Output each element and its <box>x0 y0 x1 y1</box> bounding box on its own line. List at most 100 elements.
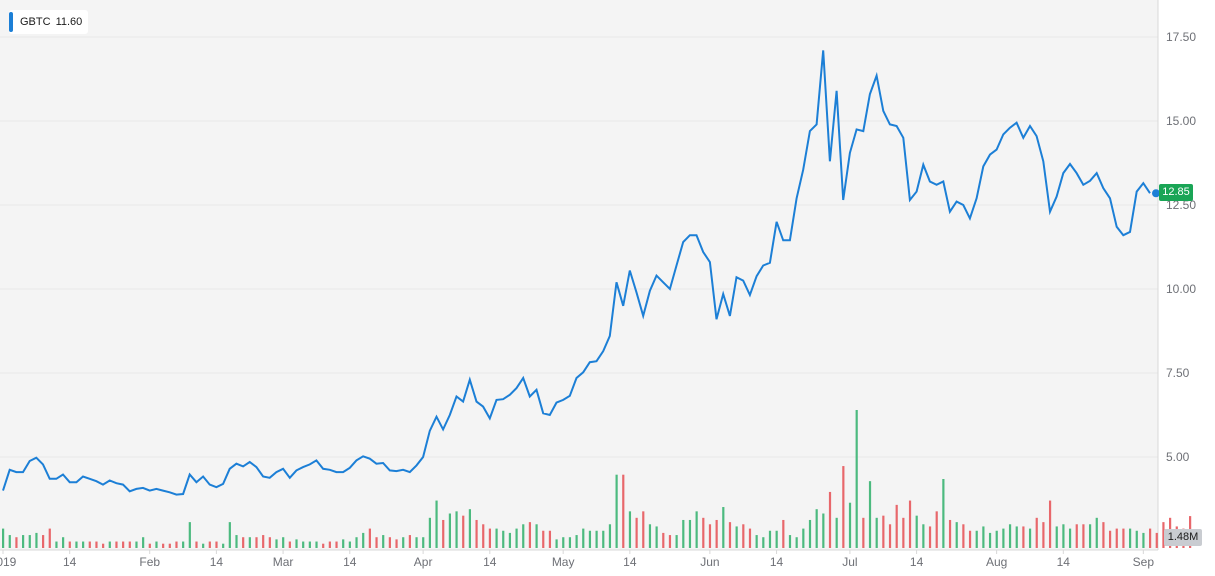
volume-bar <box>362 532 365 548</box>
volume-bar <box>308 541 311 548</box>
volume-bar <box>708 524 712 548</box>
volume-bar <box>775 530 778 548</box>
volume-bar <box>42 535 45 548</box>
volume-bar <box>895 504 898 548</box>
x-axis: 2019 14 Feb 14 Mar 14 Apr 14 May 14 Jun 14 Jul 14 Aug 1… <box>0 550 1154 569</box>
volume-bar <box>162 543 165 548</box>
volume-bar <box>235 535 238 548</box>
volume-bar <box>1128 528 1132 548</box>
volume-bar <box>302 541 305 548</box>
volume-bar <box>768 530 772 548</box>
volume-bar <box>968 530 972 548</box>
volume-bar <box>262 535 265 548</box>
x-tick-label: 2019 <box>0 555 17 569</box>
volume-bar <box>128 541 131 548</box>
volume-bar <box>135 541 138 548</box>
volume-bar <box>1149 528 1152 548</box>
volume-bar <box>795 537 798 548</box>
series-value: 11.60 <box>55 16 83 28</box>
volume-bar <box>428 517 431 548</box>
volume-bar <box>1022 526 1025 548</box>
volume-bar <box>822 513 825 548</box>
last-price-marker <box>1152 189 1160 198</box>
volume-bar <box>628 511 632 548</box>
volume-bar <box>315 541 318 548</box>
volume-bar <box>35 532 38 548</box>
volume-bar <box>268 537 271 548</box>
volume-bar <box>368 528 371 548</box>
volume-bar <box>615 474 618 548</box>
y-tick-label: 5.00 <box>1166 450 1190 464</box>
volume-bar <box>928 526 932 548</box>
volume-bar <box>68 541 71 548</box>
volume-bar <box>715 519 718 548</box>
x-tick-label: 14 <box>1057 555 1071 569</box>
x-tick-label: 14 <box>63 555 77 569</box>
volume-bar <box>548 530 552 548</box>
volume-bar <box>908 500 912 548</box>
volume-bar <box>835 517 838 548</box>
volume-bar <box>528 522 532 548</box>
volume-bar <box>688 519 692 548</box>
volume-bar <box>1088 524 1092 548</box>
volume-bar <box>62 537 65 548</box>
volume-bar <box>722 507 725 548</box>
volume-bar <box>902 517 905 548</box>
volume-bar <box>188 522 191 548</box>
volume-bar <box>515 528 518 548</box>
volume-flag: 1.48M <box>1164 529 1202 546</box>
x-tick-label: Sep <box>1133 555 1155 569</box>
y-axis: 17.50 15.00 12.50 10.00 7.50 5.00 <box>1166 30 1196 464</box>
volume-bar <box>488 528 492 548</box>
volume-bar <box>682 519 685 548</box>
month-bands <box>0 0 1158 550</box>
volume-bar <box>88 541 91 548</box>
volume-bar <box>202 543 205 548</box>
volume-bar <box>1102 522 1105 548</box>
volume-bar <box>468 509 472 548</box>
volume-bars <box>2 410 1192 548</box>
volume-bar <box>115 541 118 548</box>
volume-bar <box>382 535 385 548</box>
volume-bar <box>322 543 325 548</box>
volume-bar <box>848 502 852 548</box>
volume-bar <box>508 532 512 548</box>
y-tick-label: 12.50 <box>1166 198 1196 212</box>
volume-bar <box>1055 526 1058 548</box>
volume-bar <box>168 543 171 548</box>
x-tick-label: Mar <box>273 555 294 569</box>
x-tick-label: Aug <box>986 555 1007 569</box>
volume-bar <box>1108 530 1112 548</box>
volume-bar <box>22 535 25 548</box>
volume-bar <box>395 539 398 548</box>
series-legend[interactable]: GBTC 11.60 <box>9 10 89 34</box>
volume-bar <box>75 541 78 548</box>
volume-bar <box>475 519 478 548</box>
volume-bar <box>355 537 358 548</box>
volume-bar <box>15 537 18 548</box>
volume-bar <box>442 519 445 548</box>
volume-bar <box>675 535 678 548</box>
x-tick-label: Jun <box>700 555 719 569</box>
volume-bar <box>502 530 505 548</box>
y-tick-label: 10.00 <box>1166 282 1196 296</box>
volume-bar <box>642 511 645 548</box>
volume-bar <box>1002 528 1005 548</box>
volume-bar <box>1095 517 1098 548</box>
volume-bar <box>155 541 158 548</box>
volume-bar <box>148 543 151 548</box>
x-tick-label: Jul <box>842 555 857 569</box>
volume-bar <box>415 537 418 548</box>
volume-bar <box>1075 524 1078 548</box>
volume-bar <box>802 528 805 548</box>
volume-bar <box>735 526 738 548</box>
volume-bar <box>555 539 558 548</box>
volume-bar <box>455 511 458 548</box>
volume-bar <box>1035 517 1038 548</box>
volume-bar <box>275 539 278 548</box>
volume-bar <box>602 530 605 548</box>
volume-bar <box>1042 522 1045 548</box>
volume-bar <box>295 539 298 548</box>
y-tick-label: 7.50 <box>1166 366 1190 380</box>
